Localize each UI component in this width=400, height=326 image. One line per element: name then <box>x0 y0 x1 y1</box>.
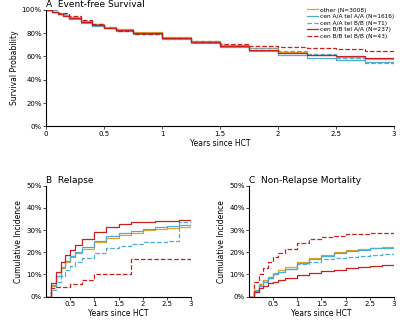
X-axis label: Years since HCT: Years since HCT <box>291 309 352 318</box>
Legend: other (N=3008), cen A/A tel A/A (N=1616), cen A/A tel B/B (N=71), cen B/B tel A/: other (N=3008), cen A/A tel A/A (N=1616)… <box>308 7 394 39</box>
Y-axis label: Cumulative Incidence: Cumulative Incidence <box>218 200 226 283</box>
Text: C  Non-Relapse Mortality: C Non-Relapse Mortality <box>249 176 361 185</box>
Y-axis label: Survival Probability: Survival Probability <box>10 31 19 105</box>
X-axis label: Years since HCT: Years since HCT <box>190 139 250 148</box>
X-axis label: Years since HCT: Years since HCT <box>88 309 149 318</box>
Y-axis label: Cumulative Incidence: Cumulative Incidence <box>14 200 24 283</box>
Text: A  Event-free Survival: A Event-free Survival <box>46 0 145 9</box>
Text: B  Relapse: B Relapse <box>46 176 94 185</box>
